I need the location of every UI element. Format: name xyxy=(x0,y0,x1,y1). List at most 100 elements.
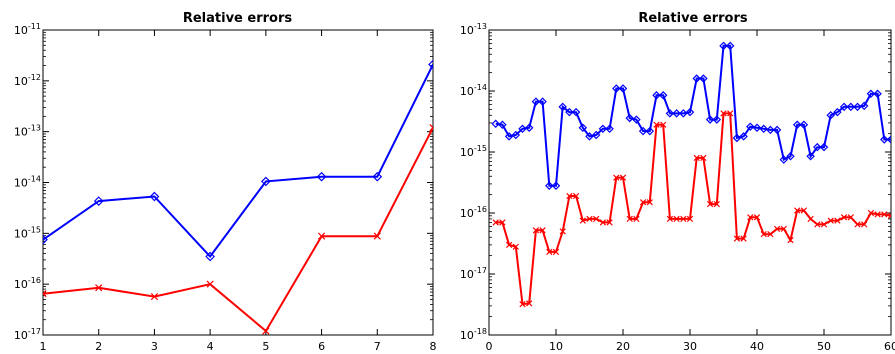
data-point xyxy=(800,207,808,214)
data-point xyxy=(873,89,882,99)
data-point xyxy=(95,284,103,292)
series-line xyxy=(495,44,891,187)
data-point xyxy=(787,236,794,244)
data-point xyxy=(658,91,668,100)
data-point xyxy=(545,181,554,190)
y-tick-base: 10 xyxy=(14,329,28,342)
data-point xyxy=(861,221,868,228)
series-line xyxy=(43,64,433,259)
data-point xyxy=(819,142,829,152)
data-point xyxy=(317,232,326,240)
data-point xyxy=(840,214,848,221)
data-point xyxy=(511,130,521,140)
y-tick-base: 10 xyxy=(460,146,474,159)
data-point xyxy=(705,115,715,124)
series-blue xyxy=(491,41,891,190)
y-tick-exponent: -16 xyxy=(28,276,41,285)
x-tick-label: 30 xyxy=(683,340,697,353)
data-point xyxy=(706,200,714,208)
x-tick-label: 50 xyxy=(817,340,831,353)
x-tick-label: 20 xyxy=(616,340,630,353)
data-point xyxy=(498,120,507,129)
data-point xyxy=(645,126,655,136)
data-point xyxy=(874,211,881,218)
series-red xyxy=(43,124,433,335)
x-tick-label: 2 xyxy=(95,340,102,353)
x-tick-label: 8 xyxy=(430,340,437,353)
data-point xyxy=(847,214,854,221)
y-tick-exponent: -15 xyxy=(474,144,487,153)
data-point xyxy=(725,41,735,51)
data-point xyxy=(779,155,789,164)
data-point xyxy=(372,171,383,182)
data-point xyxy=(680,215,687,223)
y-tick-exponent: -13 xyxy=(474,22,487,31)
y-tick-exponent: -16 xyxy=(474,205,487,214)
data-point xyxy=(539,227,546,234)
data-point xyxy=(799,120,809,129)
y-tick-exponent: -14 xyxy=(28,175,41,184)
data-point xyxy=(518,124,527,134)
y-tick-label: 10-16 xyxy=(460,205,487,220)
x-tick-label: 1 xyxy=(40,340,47,353)
y-tick-base: 10 xyxy=(14,126,28,139)
data-point xyxy=(524,123,534,132)
chart-title: Relative errors xyxy=(638,11,748,26)
data-point xyxy=(867,209,875,217)
y-tick-base: 10 xyxy=(460,329,474,342)
data-point xyxy=(538,97,547,106)
y-tick-base: 10 xyxy=(460,24,474,37)
data-point xyxy=(666,215,674,223)
chart-right: Relative errors 10-1310-1410-1510-1610-1… xyxy=(460,11,895,353)
data-point xyxy=(531,97,541,106)
data-point xyxy=(794,207,801,214)
x-tick-label: 4 xyxy=(207,340,214,353)
data-point xyxy=(746,122,755,131)
data-point xyxy=(665,109,675,118)
y-tick-exponent: -15 xyxy=(28,225,41,234)
data-point xyxy=(93,196,104,206)
data-point xyxy=(565,107,574,117)
y-tick-label: 10-17 xyxy=(460,266,487,281)
data-point xyxy=(593,215,600,223)
data-point xyxy=(626,215,633,223)
y-tick-exponent: -11 xyxy=(28,22,41,31)
data-point xyxy=(428,59,433,70)
data-point xyxy=(826,111,835,120)
data-point xyxy=(866,89,876,99)
data-point xyxy=(733,235,741,242)
data-point xyxy=(712,115,722,124)
x-tick-label: 6 xyxy=(318,340,325,353)
data-point xyxy=(699,74,708,83)
y-tick-base: 10 xyxy=(14,278,28,291)
data-point xyxy=(618,84,628,93)
data-point xyxy=(773,225,781,232)
data-point xyxy=(846,102,856,112)
data-point xyxy=(780,225,787,232)
data-point xyxy=(759,124,768,134)
y-tick-label: 10-15 xyxy=(14,225,41,240)
data-point xyxy=(753,214,761,221)
data-point xyxy=(579,217,586,224)
y-tick-label: 10-13 xyxy=(460,22,487,37)
data-point xyxy=(504,132,514,141)
data-point xyxy=(679,109,688,118)
data-point xyxy=(747,214,754,221)
data-point xyxy=(880,135,889,144)
y-tick-label: 10-17 xyxy=(14,327,41,342)
data-point xyxy=(767,231,774,238)
x-tick-label: 10 xyxy=(549,340,563,353)
data-point xyxy=(752,123,762,132)
data-point xyxy=(613,174,620,181)
data-point xyxy=(886,135,891,144)
y-tick-base: 10 xyxy=(460,85,474,98)
data-point xyxy=(646,199,653,206)
data-point xyxy=(660,121,667,128)
y-tick-label: 10-14 xyxy=(460,83,487,98)
series-red xyxy=(492,110,891,308)
x-tick-label: 5 xyxy=(262,340,269,353)
data-point xyxy=(559,228,566,235)
data-point xyxy=(739,132,748,141)
data-point xyxy=(719,41,728,51)
data-point xyxy=(605,124,614,134)
